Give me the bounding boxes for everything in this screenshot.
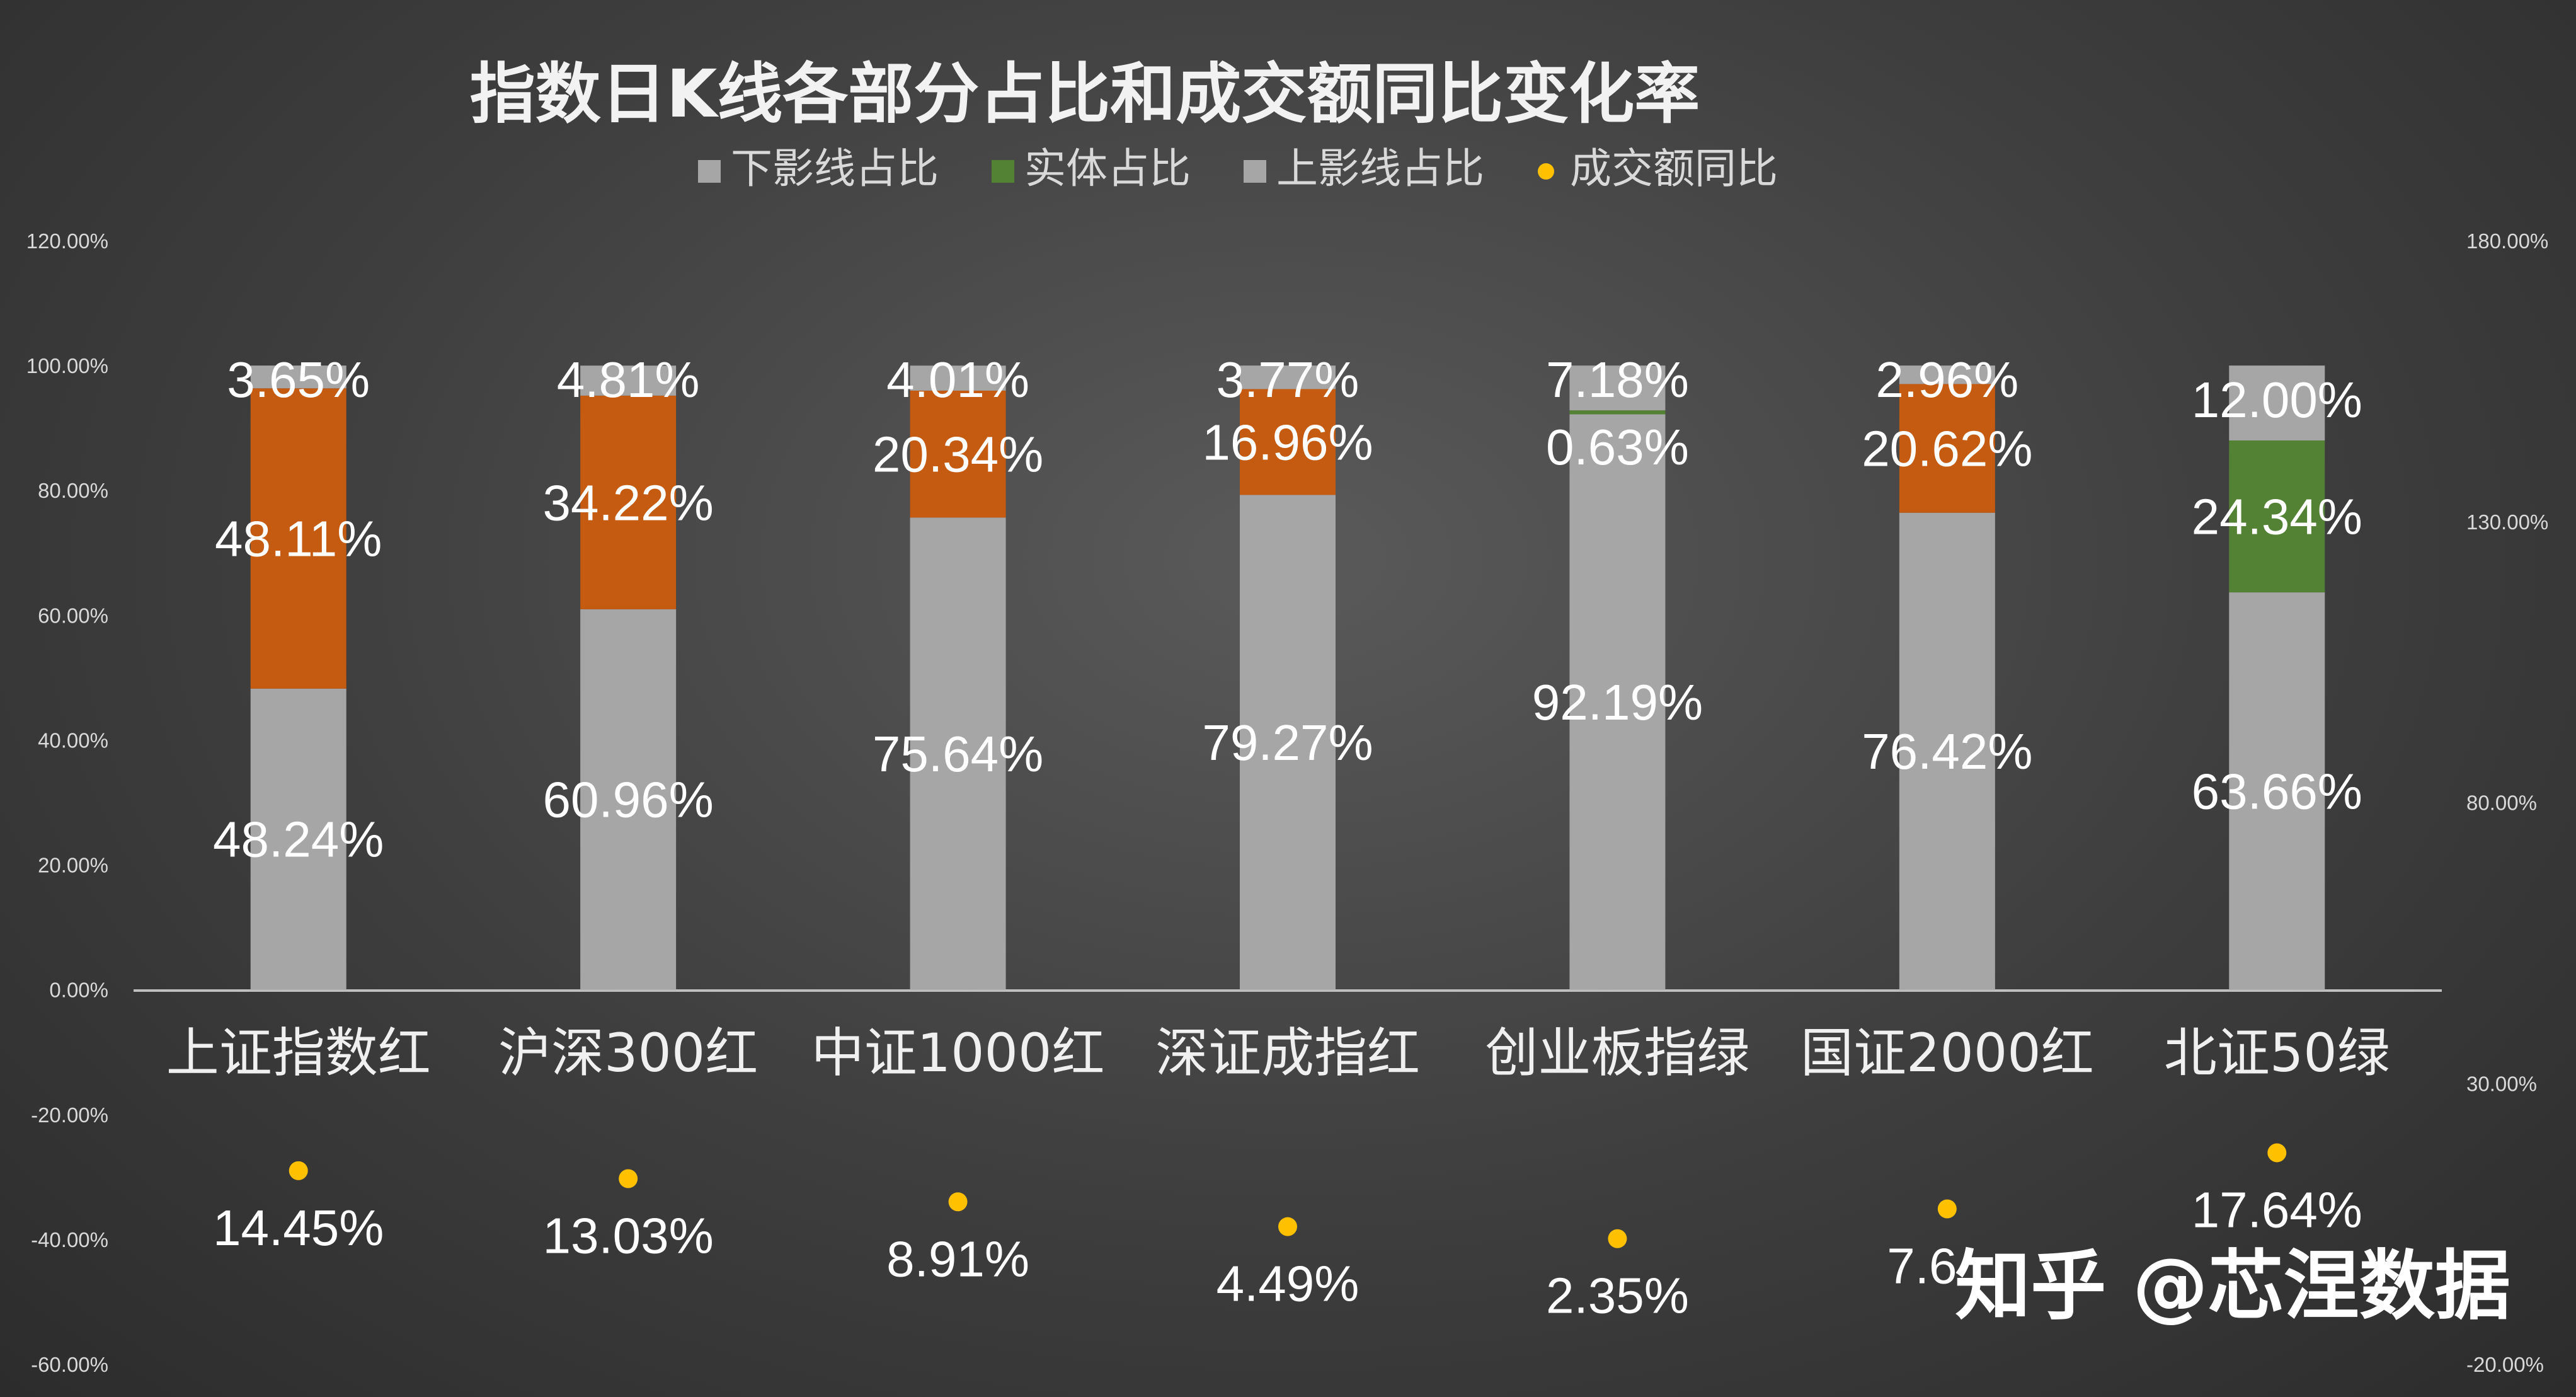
legend-item-label: 下影线占比 <box>731 144 939 193</box>
category-label: 上证指数红 <box>166 1022 431 1084</box>
volume-dot <box>619 1169 638 1188</box>
bar-data-label: 75.64% <box>873 726 1043 782</box>
bars <box>250 365 2325 990</box>
left-tick-label: 60.00% <box>38 604 108 627</box>
bar-segment <box>910 517 1006 990</box>
bar-segment <box>910 390 1006 518</box>
legend-marker-dot <box>1538 163 1554 180</box>
category-label: 深证成指红 <box>1155 1022 1420 1084</box>
volume-dot <box>1937 1199 1957 1219</box>
bar-segment <box>1899 384 1995 513</box>
volume-dot <box>289 1161 308 1180</box>
volume-data-label: 4.49% <box>1216 1256 1360 1312</box>
bar-data-label: 2.96% <box>1875 352 2018 408</box>
bar-segment <box>1899 512 1995 990</box>
bar-segment <box>1569 414 1666 990</box>
right-tick-label: -20.00% <box>2466 1353 2544 1376</box>
bar-labels: 48.24% 48.11% 3.65% 60.96% 34.22% 4.81% 75.64%… <box>213 352 2362 868</box>
bar-data-label: 3.65% <box>227 352 370 408</box>
volume-data-label: 14.45% <box>213 1200 384 1256</box>
bar-segment <box>2229 592 2325 990</box>
left-tick-label: 40.00% <box>38 728 108 752</box>
bar-data-label: 48.24% <box>213 812 384 868</box>
bar-segment <box>2229 440 2325 593</box>
bar-segment <box>250 388 346 689</box>
volume-dot <box>1608 1229 1627 1248</box>
chart-title: 指数日K线各部分占比和成交额同比变化率 <box>470 55 1700 132</box>
category-label: 中证1000红 <box>811 1022 1105 1084</box>
volume-labels: 14.45% 13.03% 8.91% 4.49% 2.35% 7.6… 17.64% <box>213 1181 2362 1323</box>
bar-data-label: 76.42% <box>1862 723 2032 779</box>
bar-segment <box>580 395 677 609</box>
bar-data-label: 24.34% <box>2192 489 2362 545</box>
volume-dot <box>1278 1217 1297 1236</box>
bar-data-label: 20.34% <box>873 427 1043 483</box>
left-tick-label: 80.00% <box>38 479 108 502</box>
category-label: 国证2000红 <box>1800 1022 2094 1084</box>
bar-data-label: 34.22% <box>542 474 713 531</box>
legend-item-label: 成交额同比 <box>1570 144 1778 193</box>
legend-marker-square <box>992 160 1014 183</box>
bar-data-label: 4.01% <box>886 352 1029 408</box>
watermark: 知乎 @芯涅数据 <box>1955 1243 2510 1330</box>
left-tick-label: -40.00% <box>31 1228 108 1251</box>
right-axis: 180.00% 130.00% 80.00% 30.00% -20.00% <box>2466 229 2548 1376</box>
category-label: 沪深300红 <box>498 1022 758 1084</box>
left-tick-label: 120.00% <box>26 229 108 253</box>
bar-segment <box>1569 410 1666 415</box>
legend: 下影线占比 实体占比 上影线占比 成交额同比 <box>698 144 1778 193</box>
left-tick-label: 100.00% <box>26 354 108 377</box>
legend-item-label: 实体占比 <box>1024 144 1191 193</box>
left-axis: 120.00% 100.00% 80.00% 60.00% 40.00% 20.00% 0.… <box>26 229 108 1376</box>
bar-segment <box>1240 389 1336 495</box>
bar-segment <box>580 609 677 990</box>
bar-segment <box>910 365 1006 391</box>
bar-data-label: 79.27% <box>1202 715 1373 771</box>
bar-data-label: 12.00% <box>2192 372 2362 428</box>
volume-dot <box>2267 1143 2287 1163</box>
legend-marker-square <box>698 160 721 183</box>
left-tick-label: 0.00% <box>49 979 108 1002</box>
bar-data-label: 48.11% <box>215 511 382 567</box>
bar-segment <box>250 688 346 990</box>
left-tick-label: -20.00% <box>31 1103 108 1127</box>
right-tick-label: 80.00% <box>2466 791 2537 815</box>
bar-data-label: 4.81% <box>557 352 700 408</box>
bar-data-label: 0.63% <box>1546 419 1689 475</box>
volume-dots <box>289 1143 2287 1248</box>
right-tick-label: 30.00% <box>2466 1072 2537 1095</box>
left-tick-label: -60.00% <box>31 1353 108 1376</box>
right-tick-label: 180.00% <box>2466 229 2548 253</box>
category-labels: 上证指数红 沪深300红 中证1000红 深证成指红 创业板指绿 国证2000红 北证50绿 <box>166 1022 2390 1084</box>
left-tick-label: 20.00% <box>38 854 108 877</box>
bar-segment <box>580 365 677 396</box>
category-label: 创业板指绿 <box>1485 1022 1749 1084</box>
bar-segment <box>2229 365 2325 440</box>
category-label: 北证50绿 <box>2164 1022 2390 1084</box>
bar-data-label: 63.66% <box>2192 763 2362 819</box>
bar-segment <box>1240 365 1336 389</box>
bar-segment <box>1240 495 1336 990</box>
legend-item-label: 上影线占比 <box>1276 144 1484 193</box>
bar-data-label: 92.19% <box>1532 674 1703 730</box>
bar-data-label: 3.77% <box>1216 352 1360 408</box>
volume-data-label: 7.6… <box>1887 1238 2007 1294</box>
volume-data-label: 13.03% <box>542 1208 713 1264</box>
bar-data-label: 7.18% <box>1546 352 1689 408</box>
bar-segment <box>250 365 346 389</box>
volume-data-label: 2.35% <box>1546 1268 1689 1324</box>
bar-data-label: 20.62% <box>1862 421 2032 477</box>
bar-segment <box>1569 365 1666 411</box>
right-tick-label: 130.00% <box>2466 510 2548 534</box>
bar-segment <box>1899 365 1995 384</box>
bar-data-label: 16.96% <box>1202 414 1373 470</box>
volume-data-label: 17.64% <box>2192 1181 2362 1238</box>
legend-marker-square <box>1244 160 1266 183</box>
volume-data-label: 8.91% <box>886 1231 1029 1287</box>
volume-dot <box>948 1192 968 1212</box>
bar-data-label: 60.96% <box>542 772 713 828</box>
